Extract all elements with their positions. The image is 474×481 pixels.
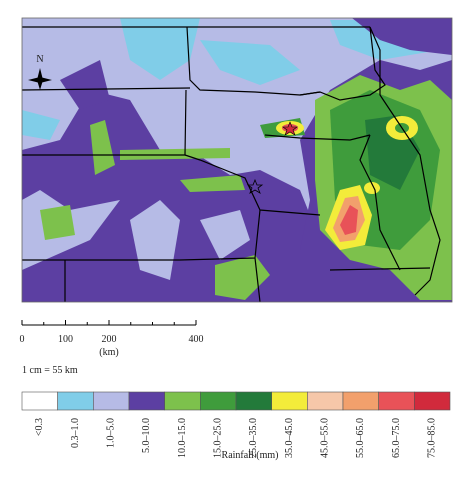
legend-swatch — [164, 391, 201, 411]
legend-label: <0.3 — [34, 418, 45, 436]
scale-tick-label: 200 — [102, 334, 117, 345]
scale-tick-label: 100 — [58, 334, 73, 345]
legend-label: 10.0–15.0 — [177, 418, 188, 458]
legend-swatch — [93, 391, 130, 411]
map-frame — [21, 17, 453, 303]
legend-label: 35.0–45.0 — [284, 418, 295, 458]
rainfall-map — [22, 18, 452, 302]
legend-label: 75.0–85.0 — [426, 418, 437, 458]
scale-ratio: 1 cm = 55 km — [22, 365, 78, 376]
legend-label: 0.3–1.0 — [70, 418, 81, 448]
legend-swatch — [414, 391, 451, 411]
scale-bar: (km) 1 cm = 55 km 0 100 200 400 — [20, 320, 204, 376]
north-arrow: N — [28, 54, 52, 90]
legend-swatch — [342, 391, 379, 411]
legend-swatch — [307, 391, 344, 411]
legend-swatch — [271, 391, 308, 411]
legend-label: 15.0–25.0 — [212, 418, 223, 458]
scale-tick-label: 0 — [20, 334, 25, 345]
legend-swatch — [200, 391, 237, 411]
legend: Rainfall (mm) <0.3 0.3–1.0 1.0–5.0 5.0–10.0… — [21, 391, 451, 461]
legend-swatch — [378, 391, 415, 411]
north-label: N — [36, 54, 43, 65]
legend-label: 55.0–65.0 — [355, 418, 366, 458]
legend-title: Rainfall (mm) — [222, 450, 279, 461]
legend-swatch — [235, 391, 272, 411]
legend-label: 45.0–55.0 — [319, 418, 330, 458]
scale-tick-label: 400 — [189, 334, 204, 345]
legend-label: 5.0–10.0 — [141, 418, 152, 453]
scale-unit: (km) — [99, 347, 118, 358]
legend-label: 1.0–5.0 — [105, 418, 116, 448]
legend-label: 65.0–75.0 — [391, 418, 402, 458]
legend-swatch — [21, 391, 58, 411]
legend-label: 25.0–35.0 — [248, 418, 259, 458]
legend-swatch — [57, 391, 94, 411]
legend-swatch — [128, 391, 165, 411]
